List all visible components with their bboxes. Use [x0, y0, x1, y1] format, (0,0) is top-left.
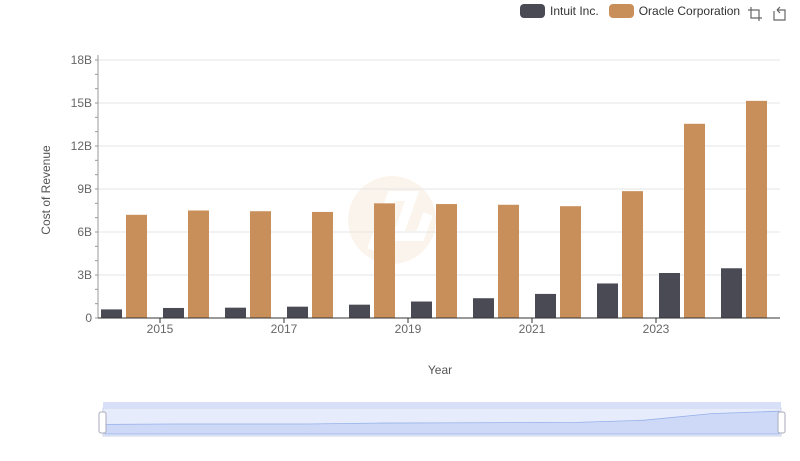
legend: Intuit Inc. Oracle Corporation	[520, 4, 740, 18]
y-tick-label: 0	[85, 311, 92, 325]
y-tick-label: 12B	[71, 139, 92, 153]
y-tick-label: 6B	[77, 225, 92, 239]
slider-top-bar[interactable]	[103, 402, 781, 408]
y-tick-label: 9B	[77, 182, 92, 196]
bar-oracle-corporation-2023[interactable]	[684, 123, 705, 319]
bar-oracle-corporation-2014[interactable]	[126, 214, 147, 318]
bar-oracle-corporation-2015[interactable]	[188, 210, 209, 319]
x-tick-label: 2019	[395, 322, 422, 336]
bar-oracle-corporation-2021[interactable]	[560, 206, 581, 318]
x-tick-label: 2021	[519, 322, 546, 336]
zoom-icon[interactable]	[747, 6, 763, 22]
bar-oracle-corporation-2017[interactable]	[312, 211, 333, 318]
chart-toolbox	[747, 6, 787, 22]
x-tick-label: 2023	[643, 322, 670, 336]
bar-oracle-corporation-2022[interactable]	[622, 191, 643, 318]
bar-intuit-inc-2021[interactable]	[535, 293, 556, 318]
bar-oracle-corporation-2018[interactable]	[374, 203, 395, 318]
y-tick-label: 3B	[77, 268, 92, 282]
legend-label-intuit: Intuit Inc.	[550, 4, 599, 18]
legend-label-oracle: Oracle Corporation	[638, 4, 741, 18]
legend-item-intuit[interactable]: Intuit Inc.	[520, 4, 599, 18]
bar-intuit-inc-2018[interactable]	[349, 304, 370, 318]
x-axis-title: Year	[428, 363, 452, 377]
slider-handle-right[interactable]	[777, 411, 786, 434]
legend-swatch-oracle	[608, 4, 634, 18]
restore-icon[interactable]	[771, 6, 787, 22]
bar-intuit-inc-2023[interactable]	[659, 272, 680, 318]
legend-swatch-intuit	[520, 4, 545, 18]
legend-item-oracle[interactable]: Oracle Corporation	[608, 4, 741, 18]
data-zoom-slider[interactable]	[98, 402, 786, 437]
bar-intuit-inc-2022[interactable]	[597, 283, 618, 318]
bar-intuit-inc-2017[interactable]	[287, 306, 308, 318]
x-tick-label: 2015	[147, 322, 174, 336]
bar-intuit-inc-2020[interactable]	[473, 298, 494, 318]
y-tick-label: 15B	[71, 96, 92, 110]
x-tick-label: 2017	[271, 322, 298, 336]
bar-oracle-corporation-2016[interactable]	[250, 211, 271, 318]
bar-intuit-inc-2024[interactable]	[721, 268, 742, 318]
bar-intuit-inc-2016[interactable]	[225, 307, 246, 318]
bar-oracle-corporation-2020[interactable]	[498, 204, 519, 318]
y-tick-label: 18B	[71, 53, 92, 67]
bar-intuit-inc-2019[interactable]	[411, 301, 432, 318]
bar-oracle-corporation-2024[interactable]	[746, 100, 767, 318]
bar-intuit-inc-2014[interactable]	[101, 309, 122, 318]
bar-intuit-inc-2015[interactable]	[163, 307, 184, 318]
y-axis-title: Cost of Revenue	[39, 145, 53, 235]
bar-oracle-corporation-2019[interactable]	[436, 204, 457, 318]
slider-handle-left[interactable]	[98, 411, 107, 434]
